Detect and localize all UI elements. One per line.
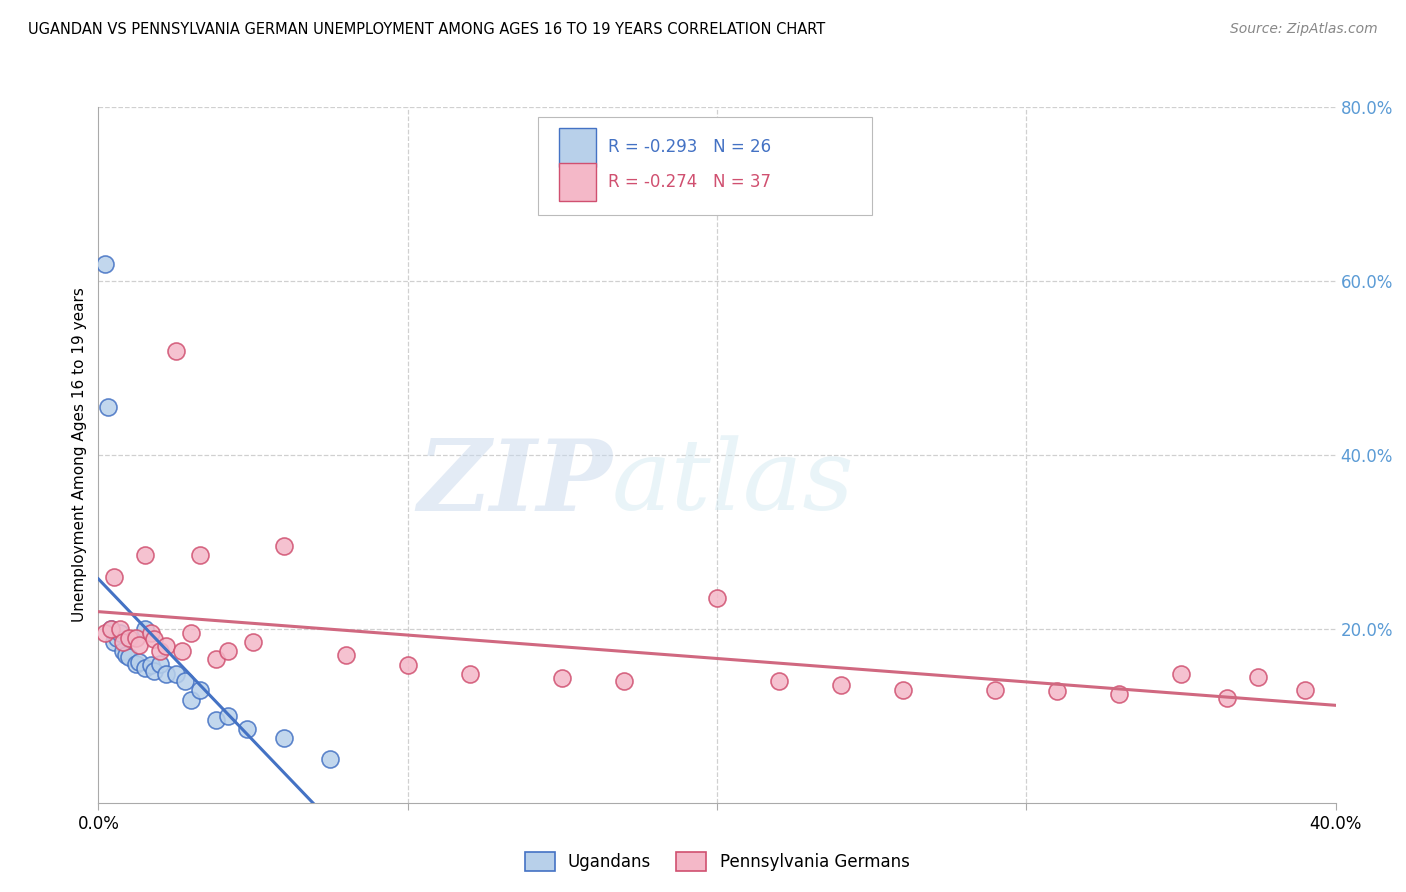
Point — [139, 658, 162, 673]
Point — [128, 655, 150, 669]
Point — [217, 708, 239, 723]
Point — [242, 635, 264, 649]
Point — [139, 626, 162, 640]
Point — [458, 667, 481, 681]
Bar — [558, 128, 596, 167]
Point — [118, 649, 141, 664]
Point — [155, 639, 177, 653]
Point — [1170, 667, 1192, 681]
Point — [768, 674, 790, 689]
Point — [149, 657, 172, 671]
Point — [319, 752, 342, 766]
Point — [108, 622, 131, 636]
Point — [128, 638, 150, 652]
Text: atlas: atlas — [612, 435, 855, 531]
Y-axis label: Unemployment Among Ages 16 to 19 years: Unemployment Among Ages 16 to 19 years — [72, 287, 87, 623]
FancyBboxPatch shape — [537, 118, 872, 215]
Point — [205, 652, 228, 666]
Point — [143, 664, 166, 678]
Point — [174, 674, 197, 689]
Point — [103, 570, 125, 584]
Point — [134, 622, 156, 636]
Point — [112, 635, 135, 649]
Point — [180, 626, 202, 640]
Text: UGANDAN VS PENNSYLVANIA GERMAN UNEMPLOYMENT AMONG AGES 16 TO 19 YEARS CORRELATIO: UGANDAN VS PENNSYLVANIA GERMAN UNEMPLOYM… — [28, 22, 825, 37]
Point — [100, 622, 122, 636]
Point — [134, 548, 156, 562]
Point — [97, 400, 120, 414]
Point — [155, 667, 177, 681]
Point — [108, 626, 131, 640]
Point — [149, 643, 172, 657]
Point — [190, 548, 212, 562]
Text: R = -0.274   N = 37: R = -0.274 N = 37 — [609, 173, 770, 191]
Point — [205, 713, 228, 727]
Point — [124, 657, 146, 671]
Point — [190, 682, 212, 697]
Point — [93, 256, 115, 270]
Point — [100, 622, 122, 636]
Point — [115, 648, 138, 662]
Point — [1216, 691, 1239, 706]
Point — [103, 635, 125, 649]
Point — [396, 658, 419, 673]
Bar — [558, 163, 596, 202]
Point — [112, 643, 135, 657]
Point — [143, 632, 166, 647]
Point — [551, 672, 574, 686]
Point — [236, 722, 259, 736]
Text: ZIP: ZIP — [418, 434, 612, 531]
Point — [134, 661, 156, 675]
Text: R = -0.293   N = 26: R = -0.293 N = 26 — [609, 138, 772, 156]
Legend: Ugandans, Pennsylvania Germans: Ugandans, Pennsylvania Germans — [517, 846, 917, 878]
Point — [891, 682, 914, 697]
Point — [180, 693, 202, 707]
Point — [1294, 682, 1316, 697]
Point — [1046, 684, 1069, 698]
Point — [118, 631, 141, 645]
Point — [217, 643, 239, 657]
Point — [273, 731, 295, 745]
Point — [124, 631, 146, 645]
Point — [335, 648, 357, 662]
Point — [984, 682, 1007, 697]
Point — [613, 674, 636, 689]
Point — [105, 631, 128, 645]
Point — [165, 343, 187, 358]
Point — [165, 667, 187, 681]
Text: Source: ZipAtlas.com: Source: ZipAtlas.com — [1230, 22, 1378, 37]
Point — [170, 643, 193, 657]
Point — [93, 626, 115, 640]
Point — [830, 678, 852, 692]
Point — [706, 591, 728, 606]
Point — [1247, 670, 1270, 684]
Point — [1108, 687, 1130, 701]
Point — [273, 539, 295, 553]
